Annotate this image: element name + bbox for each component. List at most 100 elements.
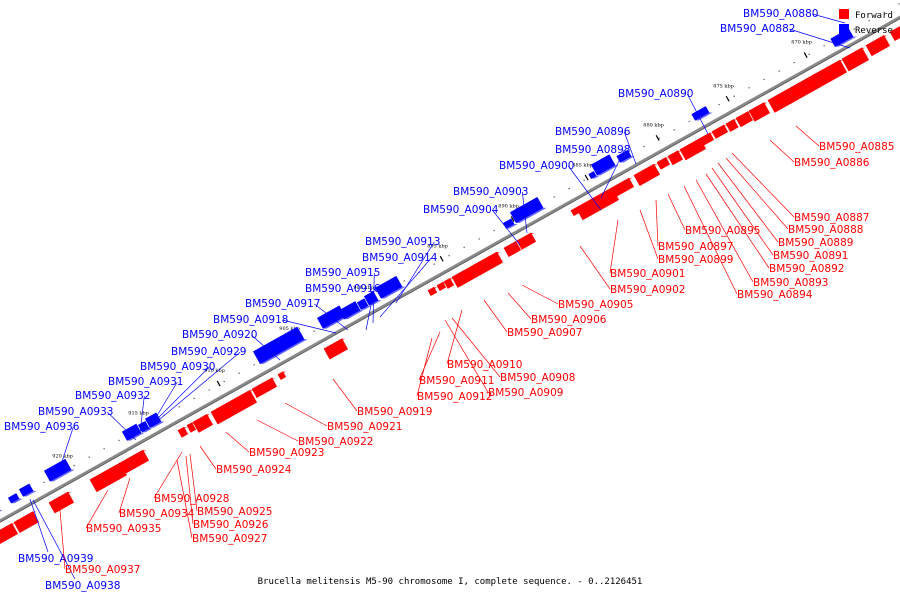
reverse-leader-line bbox=[251, 334, 281, 361]
minor-tick bbox=[583, 179, 585, 181]
tick-label: 870 kbp bbox=[791, 40, 812, 46]
forward-gene bbox=[186, 422, 197, 433]
forward-gene bbox=[575, 187, 620, 221]
forward-gene-label: BM590_A0899 bbox=[658, 254, 733, 266]
reverse-leader-line bbox=[29, 498, 49, 553]
reverse-gene bbox=[144, 412, 162, 428]
tick-mark bbox=[803, 52, 808, 59]
forward-leader-line bbox=[332, 378, 358, 412]
forward-gene-label: BM590_A0935 bbox=[86, 523, 161, 535]
reverse-gene bbox=[588, 171, 597, 179]
minor-tick bbox=[763, 78, 765, 81]
forward-leader-line bbox=[507, 292, 532, 320]
tick-label: 890 kbp bbox=[498, 204, 519, 210]
forward-gene-label: BM590_A0901 bbox=[610, 268, 685, 280]
tick-mark bbox=[584, 174, 589, 181]
reverse-gene bbox=[356, 298, 369, 310]
reverse-gene bbox=[374, 275, 403, 299]
forward-leader-line bbox=[418, 331, 441, 381]
minor-tick bbox=[868, 20, 870, 22]
forward-leader-line bbox=[483, 299, 508, 333]
forward-gene bbox=[570, 207, 580, 217]
legend-swatch bbox=[839, 9, 849, 19]
forward-gene-label: BM590_A0886 bbox=[794, 157, 870, 169]
forward-leader-line bbox=[118, 477, 131, 514]
forward-gene-label: BM590_A0885 bbox=[819, 141, 894, 153]
forward-leader-line bbox=[683, 185, 738, 295]
reverse-gene-shadow bbox=[381, 286, 406, 299]
forward-leader-line bbox=[705, 173, 770, 269]
forward-gene-label: BM590_A0891 bbox=[773, 250, 848, 262]
forward-leader-line bbox=[769, 139, 795, 163]
forward-gene-label: BM590_A0905 bbox=[558, 299, 633, 311]
tick-label: 880 kbp bbox=[643, 123, 664, 129]
legend-label: Reverse bbox=[855, 26, 893, 36]
forward-leader-line bbox=[717, 162, 779, 243]
reverse-gene-label: BM590_A0915 bbox=[305, 267, 380, 279]
tick-label: 905 kbp bbox=[279, 326, 300, 332]
minor-tick bbox=[88, 456, 90, 458]
forward-leader-line bbox=[176, 459, 193, 539]
forward-gene-label: BM590_A0925 bbox=[197, 506, 272, 518]
minor-tick bbox=[103, 448, 105, 450]
forward-gene-label: BM590_A0924 bbox=[216, 464, 292, 476]
forward-gene-label: BM590_A0908 bbox=[500, 372, 575, 384]
reverse-gene-shadow bbox=[50, 469, 75, 482]
forward-gene-label: BM590_A0912 bbox=[417, 391, 492, 403]
forward-leader-line bbox=[199, 445, 217, 470]
reverse-leader-line bbox=[148, 381, 178, 430]
reverse-gene bbox=[691, 106, 710, 121]
minor-tick bbox=[808, 53, 810, 55]
tick-mark bbox=[725, 95, 730, 102]
reverse-leader-line bbox=[600, 149, 625, 199]
reverse-gene-shadow bbox=[620, 156, 635, 163]
reverse-leader-line bbox=[379, 257, 432, 318]
minor-tick bbox=[478, 238, 480, 240]
reverse-gene-shadow bbox=[506, 223, 518, 229]
reverse-gene-shadow bbox=[835, 36, 857, 47]
minor-tick bbox=[178, 406, 180, 408]
reverse-gene-label: BM590_A0903 bbox=[453, 186, 528, 198]
minor-tick bbox=[253, 364, 255, 366]
minor-tick bbox=[883, 11, 885, 14]
reverse-gene bbox=[509, 196, 544, 224]
forward-gene bbox=[277, 371, 287, 381]
reverse-leader-line bbox=[159, 351, 241, 420]
forward-gene bbox=[13, 511, 40, 534]
reverse-leader-line bbox=[107, 411, 137, 441]
minor-tick bbox=[493, 229, 495, 232]
forward-gene bbox=[251, 377, 278, 399]
reverse-gene-label: BM590_A0931 bbox=[108, 376, 183, 388]
forward-gene-label: BM590_A0888 bbox=[788, 224, 863, 236]
minor-tick bbox=[193, 397, 195, 400]
reverse-gene bbox=[121, 423, 142, 441]
legend: Forward Reverse bbox=[839, 9, 893, 36]
minor-tick bbox=[898, 3, 900, 5]
minor-tick bbox=[823, 45, 825, 47]
forward-gene bbox=[679, 137, 707, 161]
reverse-gene-shadow bbox=[23, 490, 37, 497]
reverse-gene bbox=[43, 458, 72, 482]
reverse-gene-label: BM590_A0914 bbox=[362, 252, 438, 264]
minor-tick bbox=[403, 280, 405, 282]
minor-tick bbox=[568, 187, 570, 190]
minor-tick bbox=[313, 330, 315, 332]
minor-tick bbox=[448, 255, 450, 257]
reverse-gene-shadow bbox=[361, 305, 372, 310]
forward-leader-line bbox=[579, 245, 611, 290]
forward-gene bbox=[436, 281, 447, 292]
forward-leader-line bbox=[639, 209, 659, 260]
reverse-gene bbox=[252, 326, 305, 365]
minor-tick bbox=[463, 246, 465, 249]
forward-leader-line bbox=[521, 284, 559, 305]
forward-gene bbox=[177, 426, 189, 438]
reverse-leader-line bbox=[521, 191, 528, 234]
reverse-gene-label: BM590_A0904 bbox=[423, 204, 499, 216]
reverse-gene-label: BM590_A0890 bbox=[618, 88, 693, 100]
forward-gene bbox=[865, 35, 891, 57]
reverse-leader-line bbox=[789, 28, 851, 49]
forward-gene bbox=[503, 240, 522, 258]
reverse-gene-shadow bbox=[344, 310, 364, 320]
reverse-gene bbox=[590, 154, 616, 176]
forward-gene bbox=[119, 449, 150, 474]
